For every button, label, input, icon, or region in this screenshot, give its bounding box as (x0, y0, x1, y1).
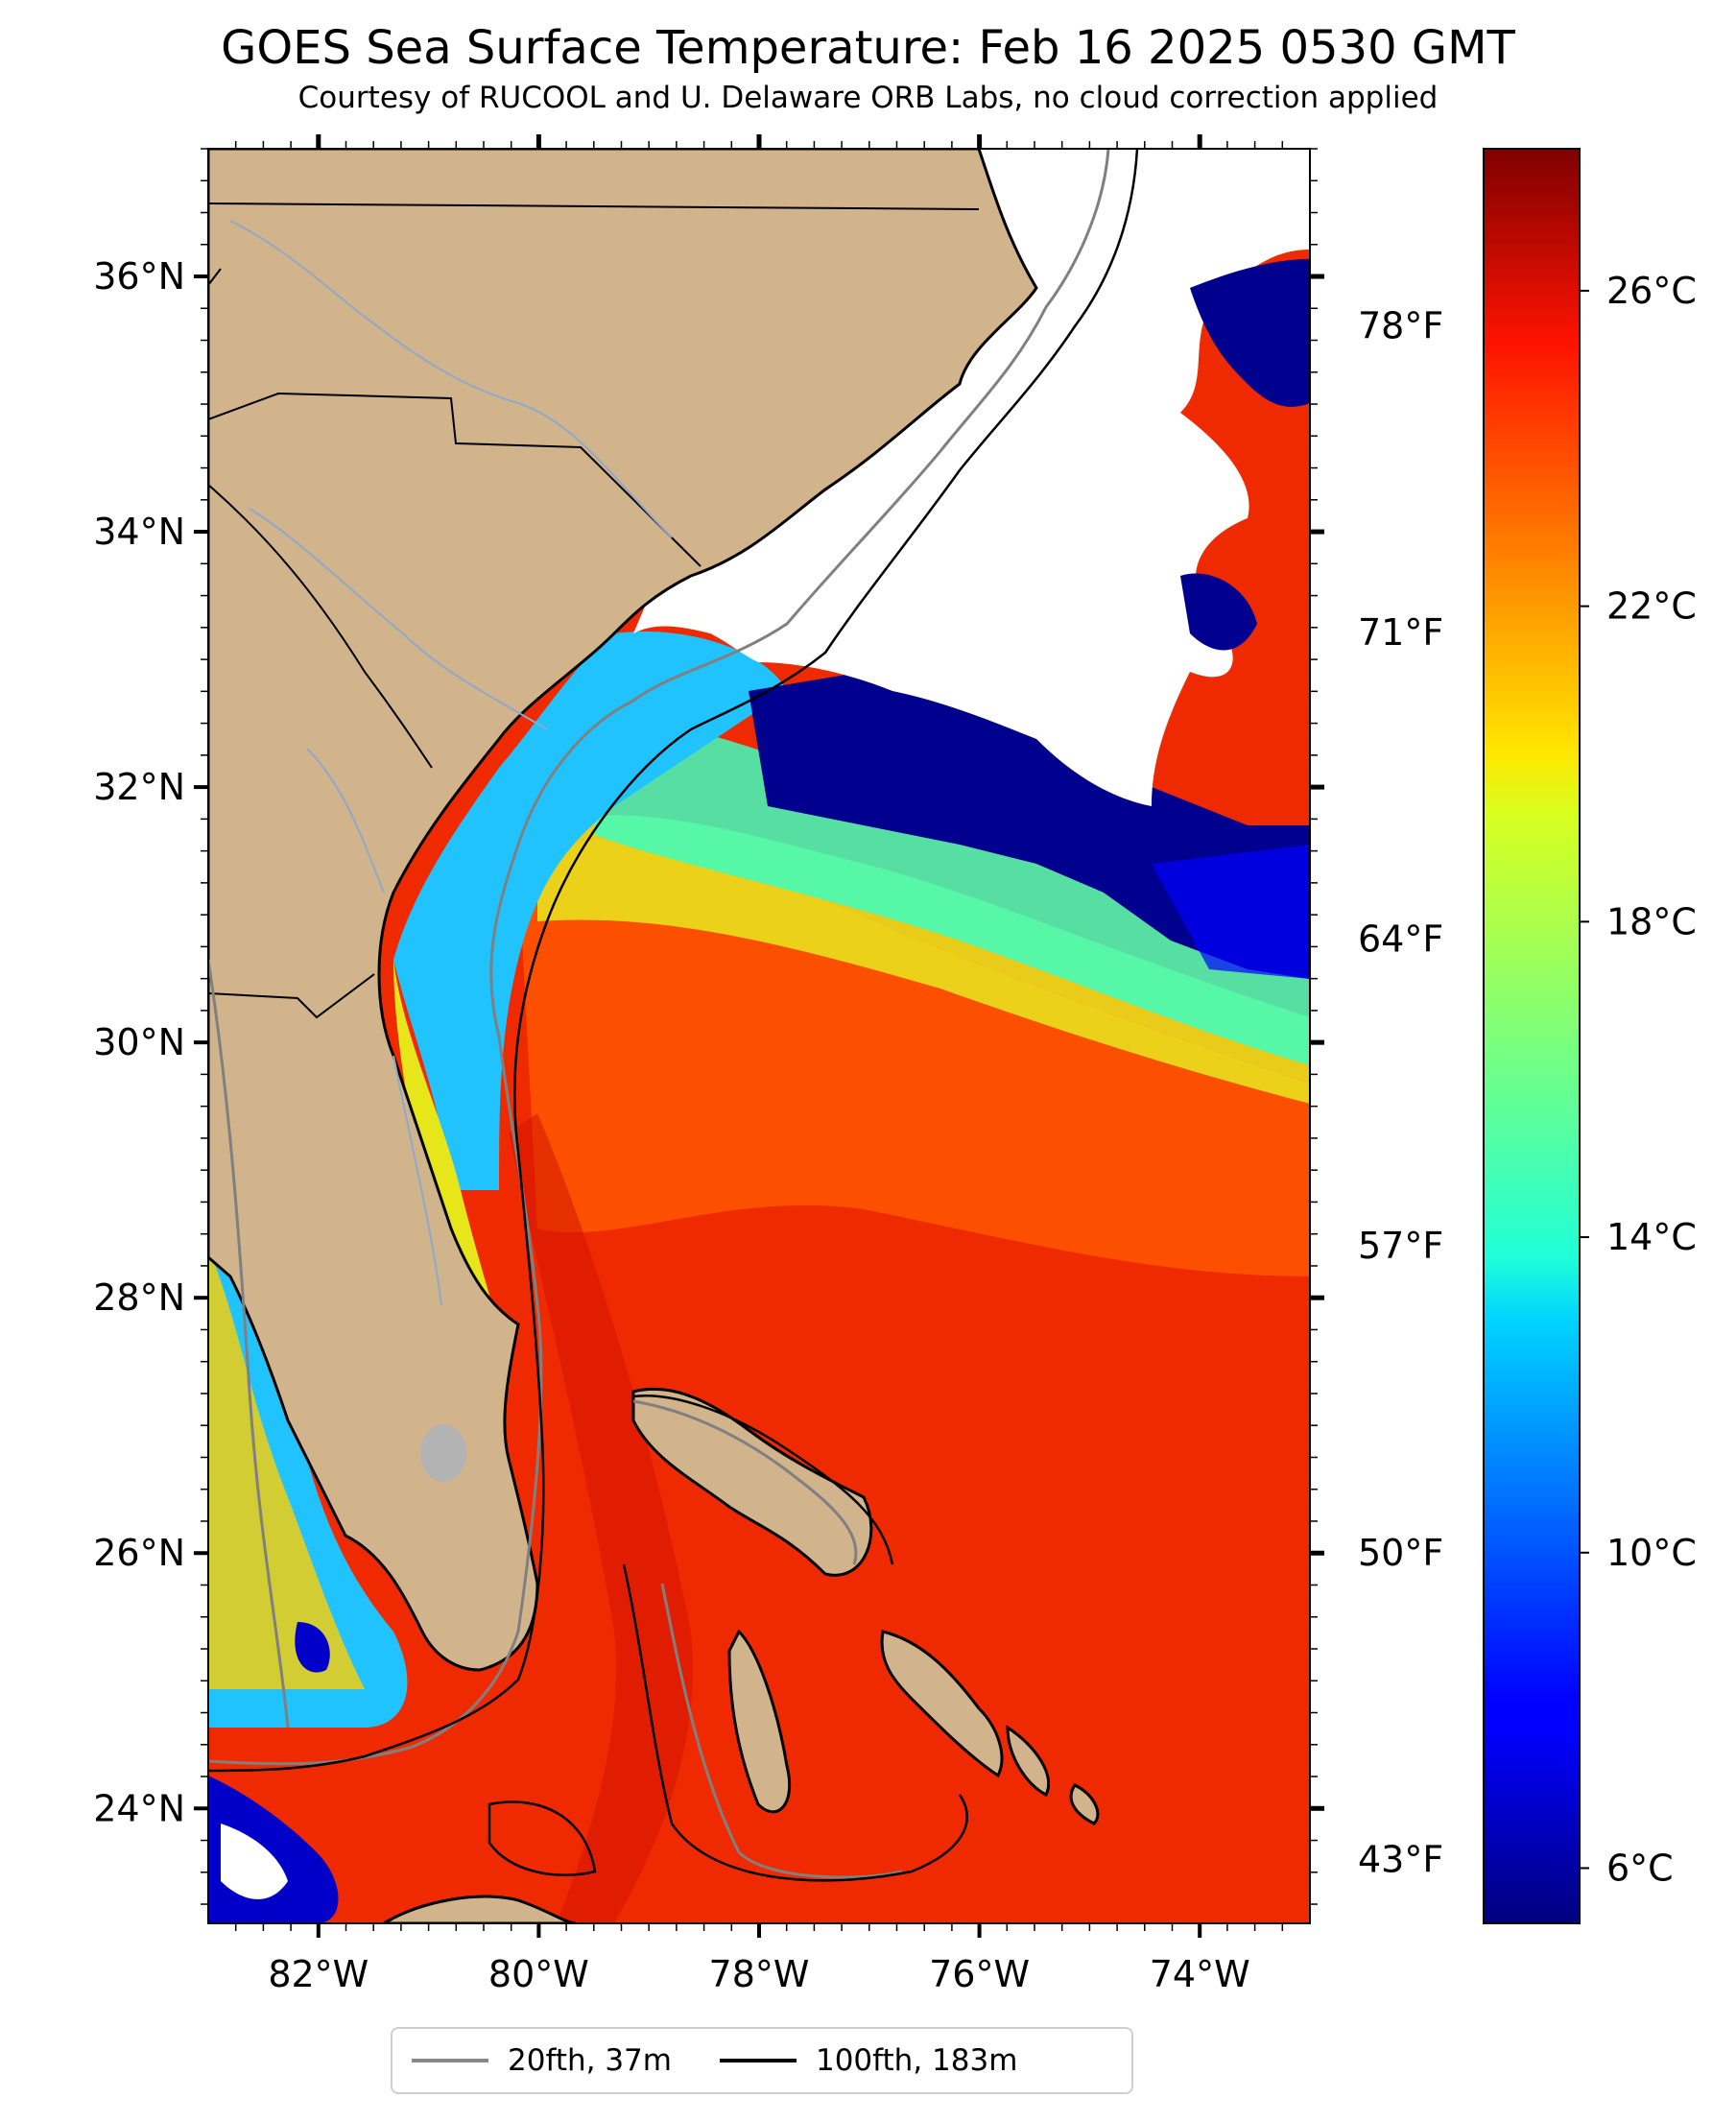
island-small (1069, 1783, 1100, 1825)
map-title: GOES Sea Surface Temperature: Feb 16 202… (221, 21, 1515, 75)
map-panel (208, 149, 1310, 1923)
deep-cold-water (749, 672, 1310, 979)
fahrenheit-label: 43°F (1358, 1838, 1443, 1880)
legend-swatch-gray (412, 2059, 488, 2062)
isobath-20fth-bank (660, 1583, 903, 1879)
fahrenheit-label: 78°F (1358, 304, 1443, 346)
lon-tick-label: 76°W (929, 1953, 1030, 1995)
lat-tick-label: 32°N (93, 766, 185, 808)
lat-tick-label: 36°N (93, 255, 185, 298)
coastal-yellow-strip (393, 960, 509, 1363)
orange-water-band (518, 840, 1310, 1276)
colorbar-celsius-label: 18°C (1606, 900, 1697, 942)
fahrenheit-label: 57°F (1358, 1225, 1443, 1267)
isobath-100fth (208, 149, 1139, 1773)
colorbar-celsius-label: 6°C (1606, 1847, 1674, 1889)
island-cat (1006, 1725, 1051, 1798)
border-va-tn (208, 268, 222, 286)
isobath-100fth-cay (488, 1800, 597, 1876)
isobath-20fth-gulf (208, 959, 290, 1729)
lat-tick-label: 34°N (93, 511, 185, 553)
cloud-mask-ne (633, 149, 1310, 806)
gulf-stream-core (509, 1113, 693, 1923)
colorbar (1483, 148, 1581, 1924)
border-ga-fl (208, 973, 375, 1019)
island-eleuthera (880, 1630, 1004, 1778)
island-andros (727, 1629, 792, 1814)
fahrenheit-label: 50°F (1358, 1532, 1443, 1574)
legend-item-20fth: 20fth, 37m (412, 2043, 672, 2078)
border-nc-sc (208, 392, 702, 567)
map-ticks: 36°N 34°N 32°N 30°N 28°N 26°N 24°N 82°W 80°W 78°W… (93, 134, 1324, 1995)
lon-tick-label: 78°W (709, 1953, 810, 1995)
cold-patch-ne-2 (1180, 573, 1257, 651)
river-2 (249, 508, 548, 730)
cold-patch-ne (1190, 259, 1310, 407)
legend-swatch-black (719, 2059, 797, 2062)
gulf-yellow-water (208, 1248, 365, 1689)
border-sc-ga (208, 484, 433, 769)
lon-tick-label: 82°W (268, 1953, 369, 1995)
lon-tick-label: 74°W (1150, 1953, 1250, 1995)
colorbar-celsius-label: 14°C (1606, 1216, 1697, 1258)
colorbar-celsius-label: 26°C (1606, 270, 1697, 312)
colorbar-celsius-label: 22°C (1606, 585, 1697, 628)
fahrenheit-label: 64°F (1358, 918, 1443, 961)
gulf-cloud-patch (221, 1824, 288, 1899)
cold-water-patch (1152, 845, 1310, 979)
river-1 (229, 220, 673, 538)
isobath-20fth-bahama (632, 1399, 858, 1565)
lat-tick-label: 26°N (93, 1532, 185, 1574)
colorbar-ticks: 26°C 22°C 18°C 14°C 10°C 6°C 78°F 71°F 64°F 57°F 5… (1358, 270, 1697, 1890)
legend-item-100fth: 100fth, 183m (719, 2043, 1018, 2078)
river-3 (306, 748, 385, 894)
gulf-cold-spot (295, 1622, 330, 1673)
isobath-20fth (208, 149, 1110, 1766)
lake-okeechobee (420, 1424, 466, 1482)
isobath-100fth-bank (622, 1563, 968, 1882)
lat-tick-label: 28°N (93, 1276, 185, 1319)
isobath-100fth-bahama (632, 1395, 894, 1565)
legend-label-20fth: 20fth, 37m (508, 2043, 672, 2078)
lat-tick-label: 24°N (93, 1787, 185, 1829)
river-4 (392, 1055, 442, 1306)
legend: 20fth, 37m 100fth, 183m (391, 2027, 1133, 2094)
border-va-nc (208, 203, 980, 210)
yellow-water-band (537, 815, 1310, 1104)
legend-label-100fth: 100fth, 183m (815, 2043, 1018, 2078)
land-cuba (381, 1895, 577, 1923)
colorbar-celsius-label: 10°C (1606, 1532, 1697, 1574)
land-southeast-us (208, 149, 1038, 1672)
map-subtitle: Courtesy of RUCOOL and U. Delaware ORB L… (297, 81, 1439, 115)
lon-tick-label: 80°W (488, 1953, 589, 1995)
lat-tick-label: 30°N (93, 1021, 185, 1063)
coastal-cold-shelf (393, 632, 787, 1190)
fahrenheit-label: 71°F (1358, 611, 1443, 654)
